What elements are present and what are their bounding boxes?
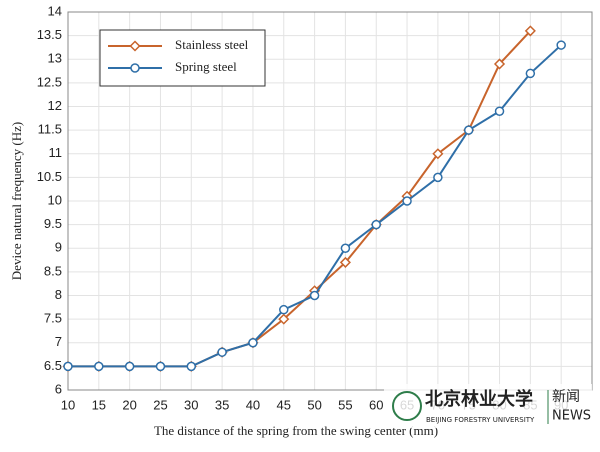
data-point: [525, 68, 536, 79]
plot-frame: [67, 11, 593, 391]
data-point: [186, 361, 197, 372]
y-tick-label: 11.5: [38, 122, 62, 137]
data-point: [217, 347, 227, 357]
y-tick-label: 14: [48, 3, 62, 18]
legend-label: Stainless steel: [175, 37, 249, 52]
x-tick-label: 20: [122, 397, 136, 412]
watermark: 北京林业大学 BEIJING FORESTRY UNIVERSITY 新闻 NEWS: [384, 384, 592, 428]
data-point: [279, 304, 289, 315]
x-tick-label: 60: [369, 397, 383, 412]
data-point: [524, 25, 536, 37]
y-tick-label: 10: [48, 192, 62, 207]
y-tick-label: 7: [55, 334, 62, 349]
watermark-tag-en: NEWS: [552, 409, 591, 424]
y-tick-label: 7.5: [44, 311, 62, 326]
y-tick-label: 9: [55, 240, 62, 255]
data-point: [309, 290, 320, 301]
data-point: [371, 219, 381, 230]
data-point: [402, 196, 412, 206]
y-tick-label: 9.5: [44, 216, 62, 231]
x-tick-label: 30: [184, 397, 198, 412]
y-tick-label: 13: [48, 51, 62, 66]
data-point: [556, 40, 566, 50]
y-tick-label: 6.5: [44, 358, 62, 373]
legend-marker: [129, 40, 141, 52]
y-tick-label: 13.5: [37, 27, 62, 42]
x-tick-label: 25: [153, 397, 167, 412]
x-tick-label: 10: [61, 397, 75, 412]
y-tick-label: 12.5: [37, 74, 62, 89]
x-tick-label: 45: [277, 397, 291, 412]
data-point: [433, 172, 443, 183]
y-tick-label: 6: [55, 381, 62, 396]
watermark-name-en: BEIJING FORESTRY UNIVERSITY: [426, 416, 535, 424]
data-point: [340, 243, 351, 253]
y-tick-label: 8: [55, 287, 62, 302]
watermark-logo: [392, 391, 422, 421]
data-point: [278, 313, 290, 325]
y-tick-label: 12: [48, 98, 62, 113]
x-tick-label: 15: [92, 397, 106, 412]
data-point: [493, 58, 506, 70]
y-tick-label: 8.5: [44, 263, 62, 278]
y-tick-label: 10.5: [37, 169, 62, 184]
data-point: [63, 361, 73, 372]
data-point: [494, 106, 505, 116]
legend-marker: [130, 63, 140, 73]
x-tick-label: 55: [338, 397, 352, 412]
x-axis-label: The distance of the spring from the swin…: [154, 423, 438, 438]
data-point: [155, 361, 166, 372]
data-point: [124, 361, 135, 372]
data-point: [248, 338, 258, 348]
watermark-bg: [384, 384, 592, 428]
data-point: [463, 125, 474, 135]
y-axis-label: Device natural frequency (Hz): [9, 122, 24, 280]
data-point: [432, 148, 444, 160]
data-point: [94, 361, 104, 372]
x-tick-label: 50: [307, 397, 321, 412]
legend-box: [99, 29, 266, 87]
y-tick-label: 11: [49, 145, 63, 160]
x-tick-label: 40: [246, 397, 260, 412]
watermark-name: 北京林业大学: [425, 388, 533, 410]
data-point: [339, 256, 351, 268]
watermark-tag: 新闻: [552, 389, 580, 405]
x-tick-label: 35: [215, 397, 229, 412]
legend-label: Spring steel: [175, 59, 237, 74]
